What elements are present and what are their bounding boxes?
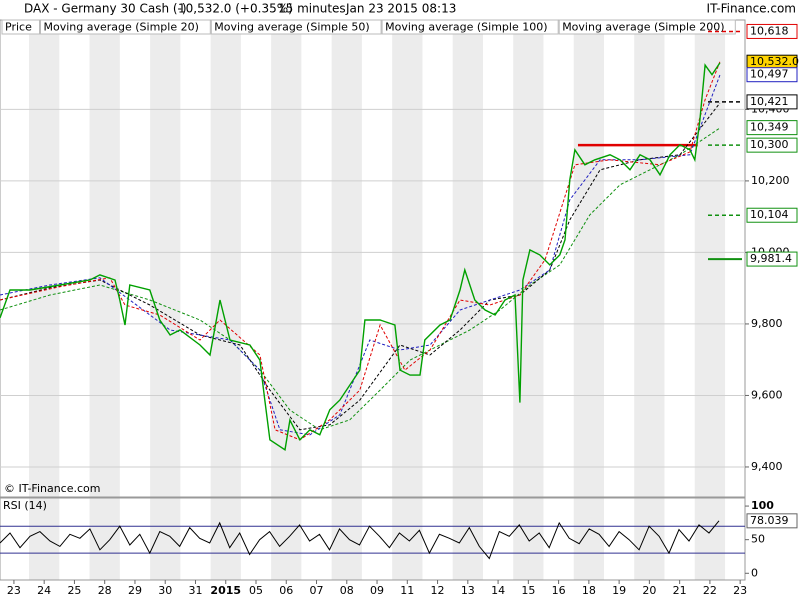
day-band <box>29 498 60 580</box>
x-tick-label: 30 <box>158 584 172 597</box>
date: Jan 23 2015 08:13 <box>345 2 456 16</box>
rsi-panel <box>0 497 746 581</box>
x-tick-label: 07 <box>310 584 324 597</box>
legend-box <box>381 19 559 35</box>
x-tick-label: 24 <box>37 584 51 597</box>
day-band <box>29 20 60 497</box>
level-box <box>746 94 798 110</box>
day-band <box>150 20 181 497</box>
x-tick-label: 14 <box>491 584 505 597</box>
series-line <box>0 127 721 431</box>
interval: 15 minutes <box>278 2 346 16</box>
day-band <box>331 20 362 497</box>
level-label: 9,981.4 <box>750 252 792 265</box>
day-band <box>210 20 241 497</box>
series-line <box>0 62 721 451</box>
rsi-tick-label: 50 <box>751 533 765 546</box>
rsi-tick-label: 0 <box>751 566 758 579</box>
x-tick-label: 11 <box>400 584 414 597</box>
x-tick-label: 23 <box>7 584 21 597</box>
legend-box <box>1 19 40 35</box>
x-tick-label: 09 <box>370 584 384 597</box>
x-tick-label: 2015 <box>210 584 241 597</box>
x-tick-label: 22 <box>703 584 717 597</box>
source: IT-Finance.com <box>707 2 796 16</box>
level-label: 10,497 <box>750 68 789 81</box>
x-tick-label: 06 <box>279 584 293 597</box>
level-label: 10,349 <box>750 121 789 134</box>
day-band <box>573 20 604 497</box>
level-label: 10,618 <box>750 24 789 37</box>
day-band <box>452 498 483 580</box>
level-box <box>746 67 798 83</box>
x-tick-label: 15 <box>521 584 535 597</box>
series-line <box>0 74 721 436</box>
level-label: 10,300 <box>750 138 789 151</box>
legend-entry: Moving average (Simple 200) <box>562 21 724 34</box>
chart-title: DAX - Germany 30 Cash (-) <box>24 2 187 16</box>
legend-box <box>40 19 211 35</box>
day-band <box>452 20 483 497</box>
level-label: 10,104 <box>750 208 789 221</box>
x-tick-label: 29 <box>128 584 142 597</box>
x-tick-label: 28 <box>98 584 112 597</box>
y-tick-label: 9,600 <box>751 388 783 401</box>
day-band <box>331 498 362 580</box>
x-tick-label: 20 <box>642 584 656 597</box>
day-band <box>634 498 665 580</box>
legend-entry: Moving average (Simple 50) <box>214 21 369 34</box>
x-tick-label: 23 <box>733 584 747 597</box>
day-band <box>573 498 604 580</box>
y-tick-label: 10,200 <box>751 174 790 187</box>
x-tick-label: 16 <box>552 584 566 597</box>
x-tick-label: 25 <box>67 584 81 597</box>
y-tick-label: 9,400 <box>751 460 783 473</box>
day-band <box>89 498 120 580</box>
x-tick-label: 21 <box>673 584 687 597</box>
x-tick-label: 19 <box>612 584 626 597</box>
level-box <box>746 137 798 153</box>
rsi-label: RSI (14) <box>3 499 47 512</box>
x-tick-label: 18 <box>582 584 596 597</box>
rsi-value-label: 78.039 <box>750 514 789 527</box>
level-label: 10,532.0 <box>750 55 799 68</box>
x-tick-label: 08 <box>340 584 354 597</box>
level-box <box>746 207 798 223</box>
series-line <box>0 102 721 431</box>
legend-entry: Price <box>5 21 32 34</box>
level-box <box>746 120 798 136</box>
day-band <box>89 20 120 497</box>
x-tick-label: 05 <box>249 584 263 597</box>
level-label: 10,421 <box>750 95 789 108</box>
rsi-line <box>0 520 720 560</box>
day-band <box>392 20 423 497</box>
day-band <box>150 498 181 580</box>
rsi-tick-label: 100 <box>751 499 774 512</box>
last-price: 10,532.0 (+0.35%) <box>178 2 293 16</box>
day-band <box>694 498 726 580</box>
x-tick-label: 13 <box>461 584 475 597</box>
x-tick-label: 12 <box>431 584 445 597</box>
series-line <box>0 61 721 441</box>
x-tick-label: 31 <box>188 584 202 597</box>
day-band <box>634 20 665 497</box>
legend-box <box>210 19 382 35</box>
level-box <box>746 23 798 39</box>
legend-entry: Moving average (Simple 100) <box>385 21 547 34</box>
y-tick-label: 9,800 <box>751 317 783 330</box>
rsi-value-box <box>746 513 798 529</box>
copyright: © IT-Finance.com <box>4 482 101 495</box>
level-box <box>746 251 798 267</box>
legend-entry: Moving average (Simple 20) <box>44 21 199 34</box>
legend-box <box>558 19 736 35</box>
